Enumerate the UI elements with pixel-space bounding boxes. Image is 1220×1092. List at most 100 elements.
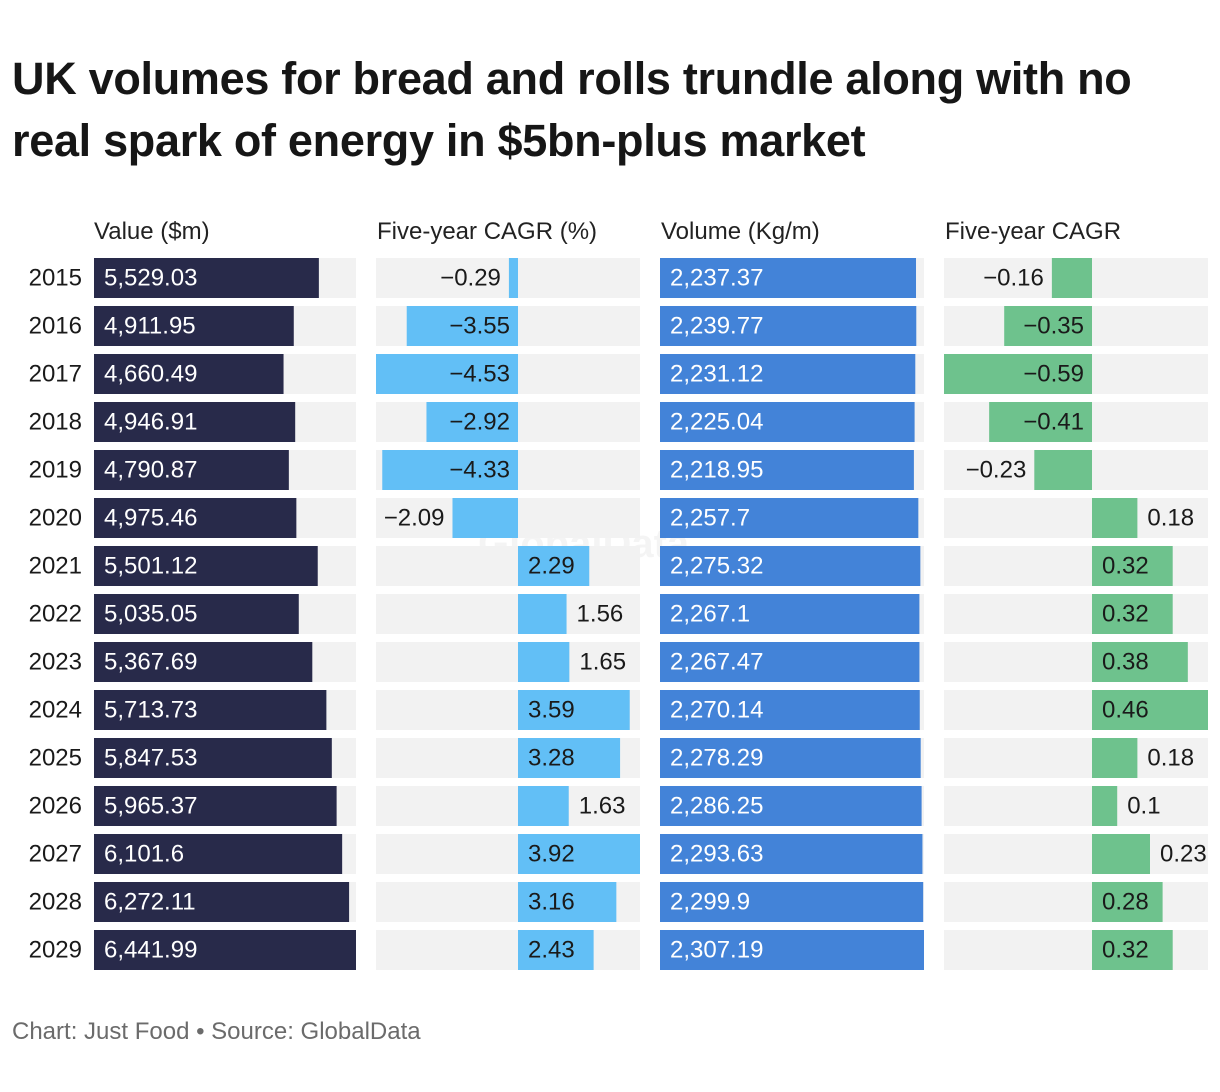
- footer-separator: •: [196, 1018, 205, 1045]
- value-cagr-bar: [518, 930, 594, 970]
- volume-cagr-bar: [1092, 930, 1173, 970]
- volume-data-label: 2,275.32: [670, 553, 763, 580]
- volume-cagr-data-label: −0.35: [1023, 313, 1084, 340]
- value-cagr-track: [376, 786, 640, 826]
- volume-bar: [660, 594, 920, 634]
- value-cagr-bar: [518, 834, 640, 874]
- value-data-label: 6,272.11: [104, 889, 196, 916]
- volume-bar: [660, 258, 917, 298]
- value-cagr-bar: [518, 786, 569, 826]
- value-data-label: 5,529.03: [104, 265, 197, 292]
- volume-bar: [660, 642, 920, 682]
- volume-data-label: 2,231.12: [670, 361, 763, 388]
- value-cagr-data-label: −3.55: [449, 313, 510, 340]
- value-cagr-track: [376, 546, 640, 586]
- value-bar: [94, 930, 356, 970]
- volume-bar: [660, 930, 924, 970]
- year-label: 2019: [29, 457, 82, 484]
- value-cagr-bar: [518, 738, 621, 778]
- volume-cagr-bar: [1092, 834, 1150, 874]
- value-cagr-data-label: 1.56: [577, 601, 624, 628]
- year-label: 2018: [29, 409, 82, 436]
- chart-credit: Chart: Just Food: [12, 1018, 190, 1045]
- value-cagr-bar: [406, 306, 518, 346]
- volume-cagr-bar: [989, 402, 1092, 442]
- value-data-label: 4,911.95: [104, 313, 196, 340]
- volume-bar: [660, 450, 914, 490]
- volume-cagr-bar: [944, 354, 1092, 394]
- volume-cagr-data-label: 0.38: [1102, 649, 1149, 676]
- value-cagr-data-label: 3.16: [528, 889, 575, 916]
- volume-bar: [660, 354, 916, 394]
- value-cagr-data-label: 3.92: [528, 841, 575, 868]
- volume-cagr-data-label: −0.41: [1023, 409, 1084, 436]
- value-bar: [94, 498, 297, 538]
- volume-cagr-bar: [1092, 498, 1138, 538]
- volume-cagr-bar: [1004, 306, 1092, 346]
- value-column-header: Value ($m): [94, 218, 210, 245]
- volume-data-label: 2,286.25: [670, 793, 763, 820]
- volume-bar: [660, 786, 922, 826]
- volume-data-label: 2,299.9: [670, 889, 750, 916]
- volume-bar: [660, 834, 923, 874]
- year-label: 2020: [29, 505, 82, 532]
- volume-bar: [660, 738, 921, 778]
- volume-column-header: Volume (Kg/m): [661, 218, 820, 245]
- value-data-label: 4,660.49: [104, 361, 197, 388]
- volume-data-label: 2,237.37: [670, 265, 763, 292]
- volume-cagr-data-label: 0.46: [1102, 697, 1149, 724]
- value-cagr-bar: [518, 690, 630, 730]
- value-cagr-bar: [382, 450, 518, 490]
- value-cagr-data-label: −4.33: [449, 457, 510, 484]
- value-bar: [94, 258, 319, 298]
- value-bar: [94, 738, 332, 778]
- volume-data-label: 2,307.19: [670, 937, 763, 964]
- volume-cagr-bar: [1092, 690, 1208, 730]
- year-label: 2017: [29, 361, 82, 388]
- volume-cagr-bar: [1092, 642, 1188, 682]
- volume-bar: [660, 306, 917, 346]
- value-cagr-data-label: −2.92: [449, 409, 510, 436]
- volume-cagr-data-label: 0.18: [1147, 745, 1194, 772]
- chart-source: Source: GlobalData: [211, 1018, 421, 1045]
- volume-cagr-track: [944, 882, 1208, 922]
- volume-bar: [660, 498, 919, 538]
- value-cagr-data-label: −4.53: [449, 361, 510, 388]
- value-bar: [94, 450, 289, 490]
- volume-data-label: 2,293.63: [670, 841, 763, 868]
- year-label: 2028: [29, 889, 82, 916]
- value-data-label: 5,965.37: [104, 793, 197, 820]
- value-cagr-data-label: −0.29: [440, 265, 501, 292]
- value-cagr-bar: [452, 498, 518, 538]
- value-cagr-bar: [426, 402, 518, 442]
- value-cagr-track: [376, 594, 640, 634]
- volume-data-label: 2,218.95: [670, 457, 763, 484]
- value-data-label: 4,946.91: [104, 409, 197, 436]
- value-data-label: 5,847.53: [104, 745, 197, 772]
- volume-cagr-data-label: 0.32: [1102, 553, 1149, 580]
- volume-cagr-bar: [1051, 258, 1092, 298]
- volume-bar: [660, 546, 921, 586]
- value-cagr-bar: [518, 594, 567, 634]
- volume-data-label: 2,225.04: [670, 409, 763, 436]
- value-bar: [94, 834, 343, 874]
- volume-cagr-bar: [1092, 882, 1163, 922]
- value-cagr-bar: [518, 642, 570, 682]
- volume-cagr-track: [944, 498, 1208, 538]
- value-cagr-column-header: Five-year CAGR (%): [377, 218, 598, 245]
- year-label: 2015: [29, 265, 82, 292]
- value-data-label: 5,501.12: [104, 553, 197, 580]
- volume-cagr-data-label: 0.32: [1102, 937, 1149, 964]
- volume-cagr-bar: [1092, 546, 1173, 586]
- value-data-label: 5,713.73: [104, 697, 197, 724]
- volume-data-label: 2,278.29: [670, 745, 763, 772]
- volume-cagr-data-label: 0.18: [1147, 505, 1194, 532]
- year-label: 2026: [29, 793, 82, 820]
- volume-cagr-track: [944, 786, 1208, 826]
- volume-cagr-bar: [1034, 450, 1092, 490]
- value-bar: [94, 882, 350, 922]
- volume-data-label: 2,270.14: [670, 697, 763, 724]
- value-data-label: 4,975.46: [104, 505, 197, 532]
- value-cagr-data-label: 3.59: [528, 697, 575, 724]
- volume-bar: [660, 402, 915, 442]
